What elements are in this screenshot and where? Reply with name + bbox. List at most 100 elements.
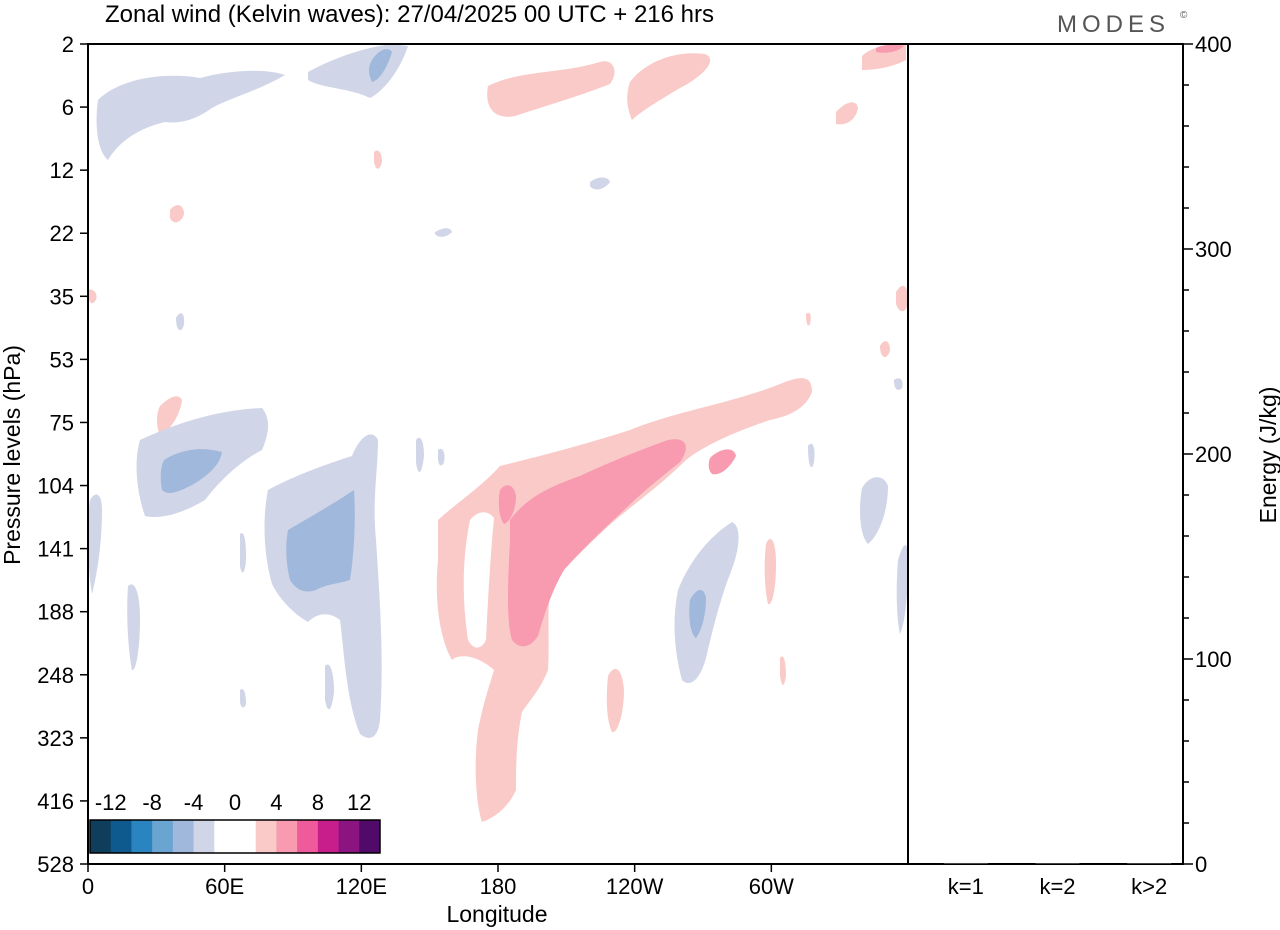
contour-westerly-moderate (708, 449, 736, 475)
contour-westerly-weak (606, 668, 624, 733)
y-axis-label: Pressure levels (hPa) (0, 345, 25, 565)
contour-easterly-moderate (689, 589, 706, 638)
x-axis: 0 60E 120E 180 120W 60W (82, 864, 794, 899)
contour-easterly-weak (808, 443, 815, 468)
colorbar-swatch (359, 820, 381, 853)
x-axis-label: Longitude (446, 901, 547, 927)
colorbar-swatch (235, 820, 257, 853)
contour-easterly-weak (240, 688, 246, 708)
colorbar-label: 0 (229, 790, 241, 815)
colorbar-label: -12 (95, 790, 127, 815)
colorbar-swatch (214, 820, 236, 853)
contour-westerly-moderate (876, 44, 904, 53)
contour-easterly-weak (416, 437, 424, 473)
y-tick-label: 75 (50, 410, 74, 435)
contour-easterly-moderate (160, 449, 222, 493)
colorbar-label: -8 (142, 790, 162, 815)
colorbar-swatch (131, 820, 153, 853)
colorbar-label: 12 (347, 790, 371, 815)
colorbar-label: -4 (184, 790, 204, 815)
contour-easterly-weak (860, 477, 888, 544)
colorbar-swatch (193, 820, 215, 853)
contour-westerly-weak (780, 656, 786, 685)
y-tick-label: 35 (50, 284, 74, 309)
y-axis: 2 6 12 22 35 53 75 104 141 188 248 323 416 528 (37, 32, 88, 877)
x-tick-label: 120E (336, 874, 387, 899)
y-tick-label: 53 (50, 347, 74, 372)
contour-westerly-weak (764, 538, 776, 605)
contour-field (88, 44, 908, 822)
contour-easterly-moderate (369, 49, 392, 82)
colorbar-swatch (338, 820, 360, 853)
energy-category-label: k>2 (1131, 874, 1167, 899)
contour-easterly-weak (438, 448, 445, 466)
energy-tick-label: 0 (1195, 852, 1207, 877)
contour-easterly-weak (308, 44, 408, 98)
colorbar-swatch (255, 820, 277, 853)
energy-tick-label: 100 (1195, 647, 1232, 672)
y-tick-label: 416 (37, 789, 74, 814)
energy-frame (907, 43, 1184, 865)
energy-category-label: k=2 (1039, 874, 1075, 899)
contour-westerly-weak (170, 205, 184, 223)
energy-bar (1035, 863, 1080, 864)
contour-westerly-weak (627, 53, 711, 120)
contour-westerly-weak (896, 285, 908, 312)
brand-logo: MODES (1057, 11, 1170, 38)
contour-easterly-weak (894, 378, 903, 390)
energy-axis-label: Energy (J/kg) (1255, 387, 1280, 524)
contour-westerly-weak (157, 396, 182, 436)
colorbar-swatch (90, 820, 112, 853)
contour-westerly-weak (374, 150, 382, 169)
contour-easterly-weak (325, 664, 334, 710)
contour-westerly-weak (880, 341, 890, 358)
energy-tick-label: 300 (1195, 237, 1232, 262)
colorbar-swatch (110, 820, 132, 853)
colorbar-label: 4 (270, 790, 282, 815)
contour-westerly-weak (436, 378, 812, 822)
contour-westerly-weak (463, 512, 494, 648)
brand-mark: © (1180, 10, 1188, 21)
y-tick-label: 188 (37, 600, 74, 625)
x-tick-label: 60W (749, 874, 794, 899)
x-tick-label: 60E (205, 874, 244, 899)
y-tick-label: 12 (50, 158, 74, 183)
contour-easterly-weak (674, 522, 739, 684)
x-tick-label: 0 (82, 874, 94, 899)
contour-westerly-moderate (498, 485, 516, 524)
contour-westerly-weak (487, 61, 615, 117)
colorbar-swatch (152, 820, 174, 853)
contour-westerly-moderate (508, 439, 686, 647)
contour-westerly-weak (88, 289, 97, 304)
colorbar-label: 8 (312, 790, 324, 815)
x-tick-label: 180 (480, 874, 517, 899)
energy-panel: k=1 k=2 k>2 0 100 200 300 400 Energy (J/kg) (907, 32, 1280, 899)
chart-title: Zonal wind (Kelvin waves): 27/04/2025 00… (105, 1, 714, 28)
contour-westerly-weak (836, 102, 858, 125)
contour-easterly-weak (127, 584, 140, 671)
y-tick-label: 248 (37, 663, 74, 688)
colorbar-swatch (297, 820, 319, 853)
contour-easterly-moderate (286, 490, 355, 592)
contour-westerly-weak (806, 312, 811, 326)
contour-easterly-weak (88, 494, 102, 594)
y-tick-label: 141 (37, 537, 74, 562)
y-tick-label: 2 (62, 32, 74, 57)
y-tick-label: 528 (37, 852, 74, 877)
y-tick-label: 323 (37, 726, 74, 751)
colorbar-frame (89, 819, 381, 854)
colorbar-swatch (276, 820, 298, 853)
colorbar-legend: -12 -8 -4 0 4 8 12 (89, 790, 381, 854)
contour-easterly-weak (96, 70, 285, 160)
y-tick-label: 104 (37, 474, 74, 499)
colorbar-swatch (172, 820, 194, 853)
y-tick-label: 6 (62, 95, 74, 120)
energy-bars: k=1 k=2 k>2 (943, 862, 1172, 899)
x-tick-label: 120W (606, 874, 664, 899)
energy-tick-label: 400 (1195, 32, 1232, 57)
contour-easterly-weak (896, 545, 908, 634)
contour-easterly-weak (176, 313, 185, 331)
energy-tick-label: 200 (1195, 442, 1232, 467)
contour-easterly-weak (240, 533, 246, 573)
